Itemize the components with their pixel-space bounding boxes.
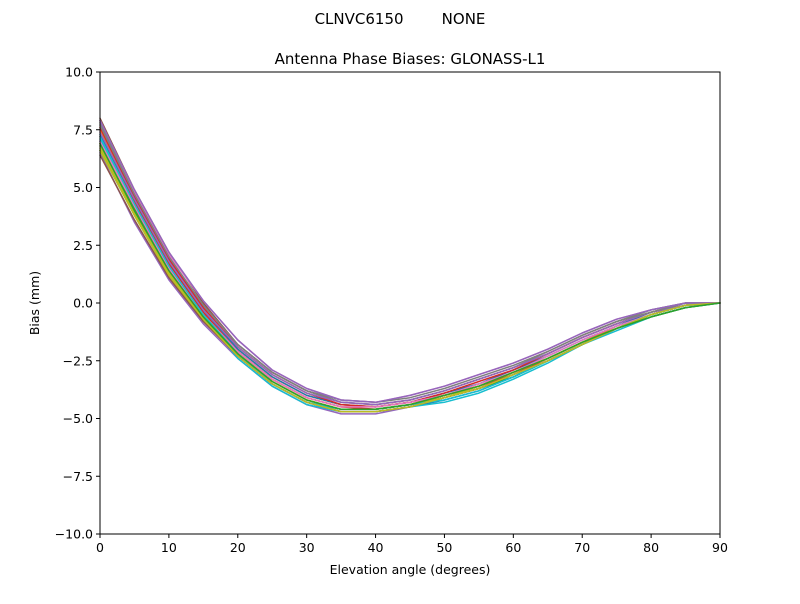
y-tick-label: 2.5: [73, 238, 93, 253]
y-tick-label: −2.5: [63, 353, 93, 368]
x-tick-label: 50: [436, 540, 452, 555]
y-tick-label: −7.5: [63, 469, 93, 484]
y-tick-label: 0.0: [73, 296, 93, 311]
y-tick-label: −10.0: [55, 527, 93, 542]
x-axis-label: Elevation angle (degrees): [330, 562, 491, 577]
chart-suptitle: CLNVC6150 NONE: [315, 10, 486, 28]
x-tick-label: 40: [368, 540, 384, 555]
x-tick-label: 80: [643, 540, 659, 555]
x-tick-label: 60: [505, 540, 521, 555]
x-tick-label: 0: [96, 540, 104, 555]
y-tick-label: −5.0: [63, 411, 93, 426]
x-tick-label: 10: [161, 540, 177, 555]
y-tick-label: 5.0: [73, 180, 93, 195]
series-line: [99, 131, 721, 406]
y-tick-label: 7.5: [73, 122, 93, 137]
x-tick-label: 30: [299, 540, 315, 555]
series-line: [99, 124, 721, 404]
y-axis: 10.0 7.5 5.0 2.5 0.0 −2.5 −5.0 −7.5 −10.0: [55, 65, 100, 542]
series-line: [99, 142, 721, 411]
chart-title: Antenna Phase Biases: GLONASS-L1: [275, 50, 546, 68]
series-line: [99, 119, 721, 404]
series-layer: [99, 117, 721, 415]
x-tick-label: 20: [230, 540, 246, 555]
x-tick-label: 90: [712, 540, 728, 555]
x-axis: 0 10 20 30 40 50 60 70 80 90: [96, 534, 728, 555]
x-tick-label: 70: [574, 540, 590, 555]
y-tick-label: 10.0: [65, 65, 93, 80]
y-axis-label: Bias (mm): [27, 271, 42, 335]
